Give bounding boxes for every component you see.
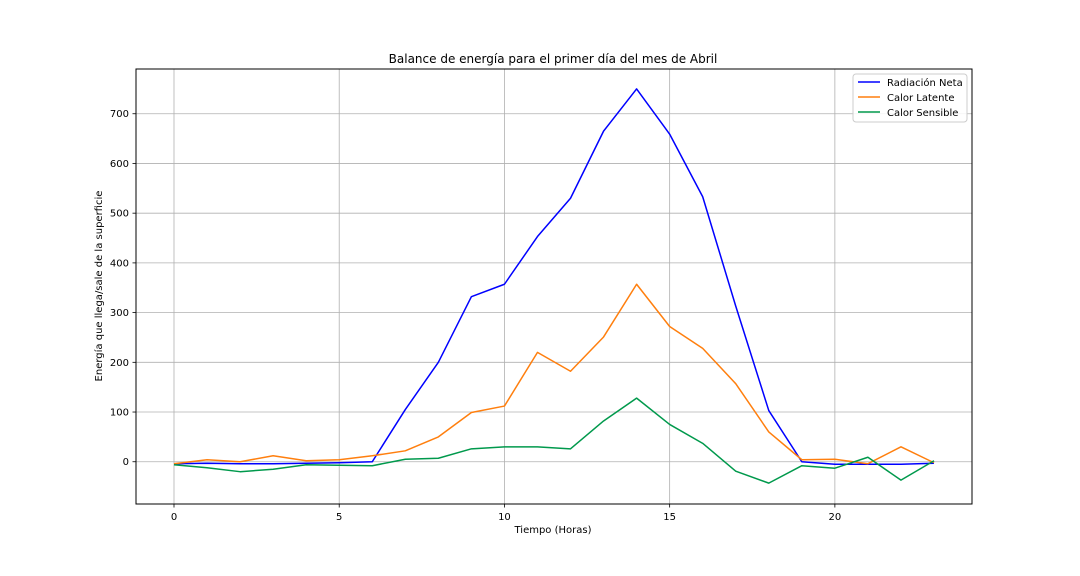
series-line-calor-latente (173, 283, 935, 465)
y-tick-label: 400 (110, 258, 129, 269)
y-tick-label: 200 (110, 358, 129, 369)
y-tick-label: 500 (110, 209, 129, 220)
x-tick-label: 10 (498, 512, 511, 523)
legend-label-calor-latente: Calor Latente (887, 93, 954, 104)
series-lines (173, 88, 935, 484)
y-tick-label: 100 (110, 408, 129, 419)
y-tick-label: 0 (123, 457, 129, 468)
y-axis-title: Energía que llega/sale de la superficie (93, 191, 105, 382)
legend-box (852, 73, 968, 123)
legend: Radiación Neta Calor Latente Calor Sensi… (852, 73, 968, 123)
y-tick-label: 300 (110, 308, 129, 319)
x-tick-label: 0 (171, 512, 177, 523)
grid (136, 69, 972, 504)
y-tick-label: 600 (110, 159, 129, 170)
series-line-radiacion-neta (173, 88, 935, 465)
legend-label-radiacion-neta: Radiación Neta (887, 77, 963, 89)
x-tick-label: 20 (829, 512, 842, 523)
x-tick-label: 15 (663, 512, 676, 523)
legend-label-calor-sensible: Calor Sensible (887, 108, 958, 119)
chart-title: Balance de energía para el primer día de… (389, 52, 718, 66)
series-line-calor-sensible (173, 397, 935, 484)
y-tick-label: 700 (110, 109, 129, 120)
x-tick-label: 5 (336, 512, 342, 523)
plot-frame (135, 68, 973, 505)
x-axis-title: Tiempo (Horas) (513, 525, 591, 536)
